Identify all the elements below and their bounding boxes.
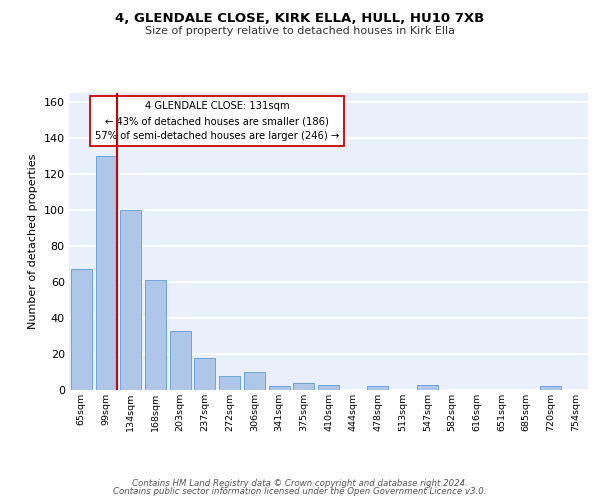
Bar [244,372,265,390]
Text: 4, GLENDALE CLOSE, KIRK ELLA, HULL, HU10 7XB: 4, GLENDALE CLOSE, KIRK ELLA, HULL, HU10… [115,12,485,26]
Bar [293,383,314,390]
Bar [367,386,388,390]
Text: Contains public sector information licensed under the Open Government Licence v3: Contains public sector information licen… [113,487,487,496]
Y-axis label: Number of detached properties: Number of detached properties [28,154,38,329]
Bar [318,384,339,390]
Text: Size of property relative to detached houses in Kirk Ella: Size of property relative to detached ho… [145,26,455,36]
Bar [71,269,92,390]
Bar [417,384,438,390]
Bar [145,280,166,390]
Bar [269,386,290,390]
Text: Contains HM Land Registry data © Crown copyright and database right 2024.: Contains HM Land Registry data © Crown c… [132,478,468,488]
Bar [541,386,562,390]
Bar [194,358,215,390]
Text: 4 GLENDALE CLOSE: 131sqm
← 43% of detached houses are smaller (186)
57% of semi-: 4 GLENDALE CLOSE: 131sqm ← 43% of detach… [95,102,339,141]
Bar [219,376,240,390]
Bar [120,210,141,390]
Bar [170,330,191,390]
Bar [95,156,116,390]
